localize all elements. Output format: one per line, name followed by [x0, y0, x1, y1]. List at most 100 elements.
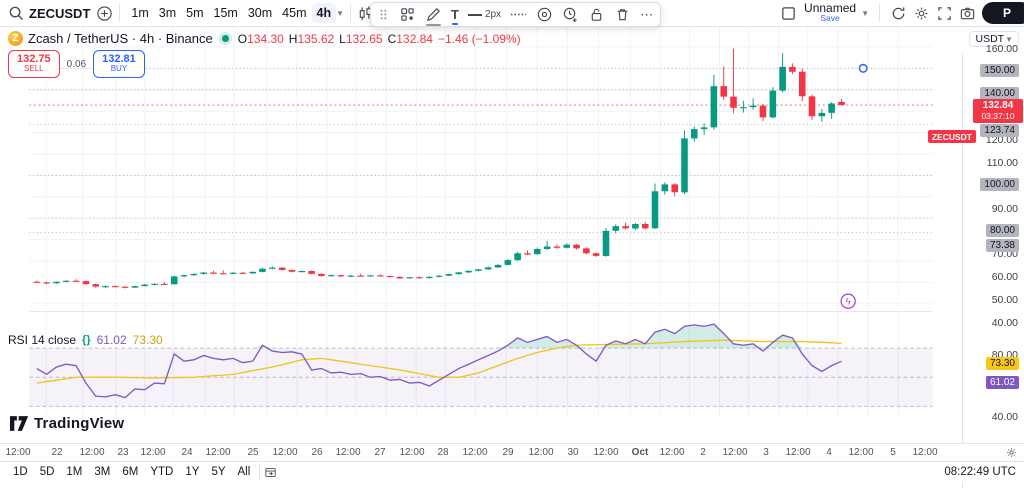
fullscreen-icon[interactable] — [936, 5, 953, 22]
time-label: 5 — [890, 447, 896, 458]
time-label: 12:00 — [593, 447, 619, 458]
time-label: 12:00 — [848, 447, 874, 458]
drag-handle-icon[interactable] — [377, 8, 390, 21]
symbol-title[interactable]: Zcash / TetherUS · 4h · Binance — [28, 31, 213, 46]
line-style-tool[interactable] — [510, 6, 527, 23]
goto-date-icon[interactable] — [264, 466, 277, 479]
text-color-tool[interactable]: T — [451, 7, 459, 25]
source-code-icon[interactable]: {} — [82, 334, 91, 346]
lock-icon[interactable] — [588, 6, 605, 23]
timeframe-4h[interactable]: 4h — [311, 3, 337, 23]
current-price-badge: 132.84 03:37:10 — [973, 99, 1023, 124]
symbol-search-button[interactable]: ZECUSDT — [29, 5, 91, 21]
range-all[interactable]: All — [237, 466, 251, 478]
line-width-tool[interactable]: 2px — [467, 9, 501, 20]
price-tick-110.00: 110.00 — [986, 157, 1018, 170]
line-color-swatch — [426, 24, 441, 26]
rsi-axis[interactable]: 80.00 40.00 73.30 61.02 — [962, 330, 1024, 443]
timeframe-5m[interactable]: 5m — [186, 6, 204, 20]
chart-style-candles-icon[interactable] — [357, 5, 374, 22]
time-label: 12:00 — [140, 447, 166, 458]
currency-selector[interactable]: USDT ▼ — [969, 31, 1019, 47]
level-badge-123.74: 123.74 — [980, 123, 1019, 137]
watchlist-square-icon[interactable] — [780, 5, 797, 22]
publish-button[interactable]: P — [982, 2, 1024, 24]
range-3m[interactable]: 3M — [94, 466, 111, 478]
layout-name-label: Unnamed — [804, 1, 857, 15]
level-badge-150.00: 150.00 — [980, 64, 1019, 77]
range-1d[interactable]: 1D — [13, 466, 28, 478]
time-label: 22 — [51, 447, 63, 458]
text-tool-icon: T — [451, 7, 459, 22]
time-label: 12:00 — [659, 447, 685, 458]
rsi-legend[interactable]: RSI 14 close {} 61.02 73.30 — [8, 333, 163, 347]
price-tick-90.00: 90.00 — [991, 202, 1018, 215]
sell-button[interactable]: 132.75 SELL — [8, 50, 60, 78]
time-label: Oct — [631, 447, 649, 458]
timeframe-45m[interactable]: 45m — [282, 6, 307, 20]
divider — [119, 4, 121, 22]
time-label: 25 — [247, 447, 259, 458]
tradingview-watermark: TradingView — [10, 415, 124, 432]
trash-icon[interactable] — [614, 6, 631, 23]
time-label: 29 — [502, 447, 514, 458]
more-options-icon[interactable]: ⋯ — [640, 6, 655, 22]
range-ytd[interactable]: YTD — [150, 466, 174, 478]
time-label: 3 — [763, 447, 769, 458]
rsi-badge-73.30: 73.30 — [985, 356, 1019, 370]
camera-icon[interactable] — [959, 5, 976, 22]
time-label: 12:00 — [205, 447, 231, 458]
line-color-tool[interactable] — [425, 6, 442, 26]
timeframe-chevron-icon[interactable]: ▼ — [336, 8, 345, 18]
range-6m[interactable]: 6M — [122, 466, 139, 478]
template-grid-icon[interactable] — [399, 6, 416, 23]
add-alert-icon[interactable] — [562, 6, 579, 23]
bar-replay-icon[interactable] — [890, 5, 907, 22]
time-label: 12:00 — [785, 447, 811, 458]
blue-circle-marker — [858, 63, 868, 73]
price-tick-120.00: 120.00 — [985, 134, 1018, 147]
time-label: 12:00 — [462, 447, 488, 458]
buy-button[interactable]: 132.81 BUY — [93, 50, 145, 78]
range-5y[interactable]: 5Y — [211, 466, 226, 478]
chart-canvas[interactable]: ϟ — [0, 27, 962, 443]
settings-circle-icon[interactable] — [536, 6, 553, 23]
layout-chevron-icon[interactable]: ▼ — [861, 8, 869, 18]
symbol-price-tag: ZECUSDT — [927, 130, 976, 144]
ohlc-values: O134.30 H135.62 L132.65 C132.84 −1.46 (−… — [237, 31, 521, 46]
range-1m[interactable]: 1M — [66, 466, 83, 478]
svg-text:ϟ: ϟ — [846, 295, 851, 306]
time-label: 12:00 — [5, 447, 31, 458]
timeframe-3m[interactable]: 3m — [158, 6, 177, 20]
gear-icon[interactable] — [913, 5, 930, 22]
chart-legend: Z Zcash / TetherUS · 4h · Binance O134.3… — [8, 31, 521, 46]
layout-name-control[interactable]: Unnamed Save — [804, 1, 857, 23]
time-axis[interactable]: 12:00 22 12:00 23 12:00 24 12:00 25 12:00 26 12:00… — [0, 443, 1024, 462]
trade-buttons: 132.75 SELL 0.06 132.81 BUY — [8, 50, 145, 78]
time-label: 27 — [374, 447, 386, 458]
time-label: 12:00 — [528, 447, 554, 458]
timeframe-15m[interactable]: 15m — [213, 6, 238, 20]
search-icon[interactable] — [8, 5, 25, 22]
price-tick-60.00: 60.00 — [991, 271, 1018, 284]
range-list: 1D 5D 1M 3M 6M YTD 1Y 5Y All — [0, 465, 255, 479]
compare-add-icon[interactable] — [96, 5, 113, 22]
time-label: 23 — [117, 447, 129, 458]
time-label: 4 — [826, 447, 832, 458]
save-link[interactable]: Save — [820, 13, 840, 23]
axis-settings-gear-icon[interactable] — [1005, 446, 1018, 459]
price-tick-40.00: 40.00 — [991, 316, 1018, 329]
range-5d[interactable]: 5D — [39, 466, 55, 478]
level-badge-100.00: 100.00 — [980, 178, 1019, 191]
chart-area[interactable]: ϟ Z Zcash / TetherUS · 4h · Binance O134… — [0, 27, 1024, 488]
bottom-toolbar: 1D 5D 1M 3M 6M YTD 1Y 5Y All 08:22:49 UTC — [0, 461, 1024, 482]
time-label: 12:00 — [335, 447, 361, 458]
timeframe-30m[interactable]: 30m — [247, 6, 273, 20]
price-axis[interactable]: USDT ▼ 160.00 120.00 110.00 90.00 70.00 60.00 5… — [962, 27, 1024, 330]
purple-bolt-marker — [840, 293, 856, 309]
range-1y[interactable]: 1Y — [185, 466, 200, 478]
utc-clock[interactable]: 08:22:49 UTC — [944, 466, 1016, 478]
timeframe-1m[interactable]: 1m — [131, 6, 149, 20]
rsi-ma-value: 73.30 — [132, 333, 163, 347]
time-label: 12:00 — [399, 447, 425, 458]
